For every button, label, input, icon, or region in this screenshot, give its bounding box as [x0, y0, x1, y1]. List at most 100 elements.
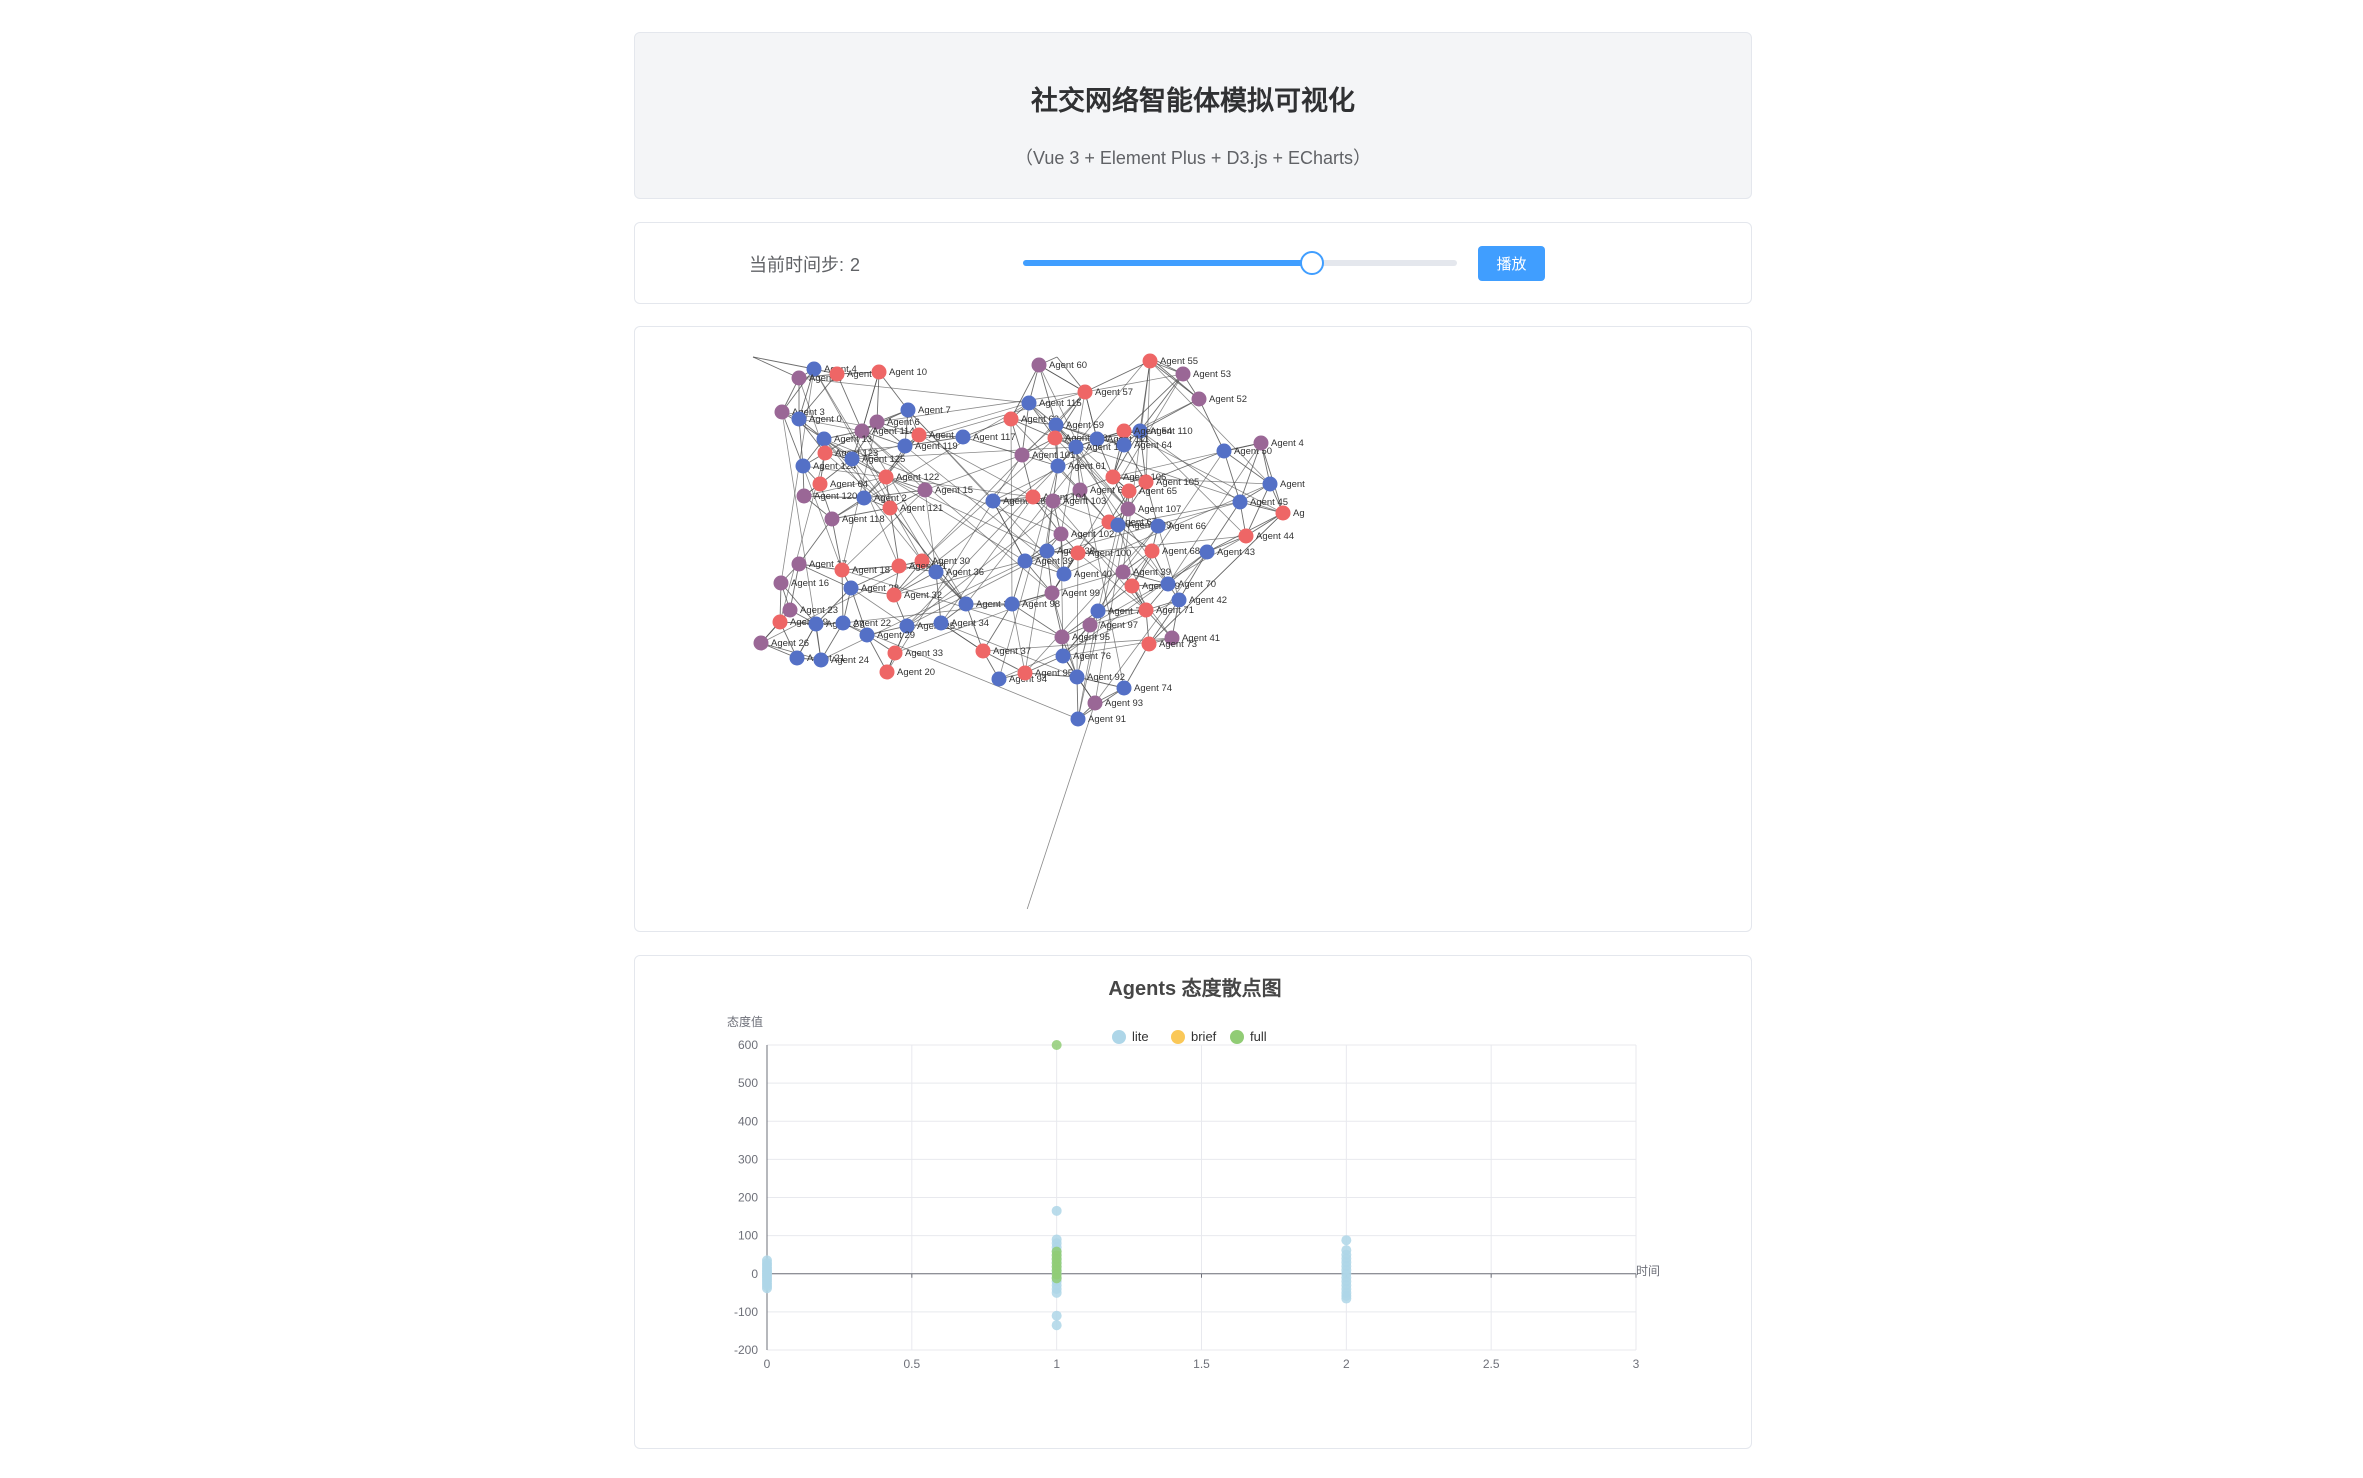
node-circle[interactable] — [900, 402, 916, 418]
network-node[interactable]: Ag — [1275, 505, 1305, 521]
node-circle[interactable] — [886, 587, 902, 603]
node-circle[interactable] — [1121, 483, 1137, 499]
node-circle[interactable] — [869, 414, 885, 430]
node-circle[interactable] — [879, 664, 895, 680]
node-circle[interactable] — [1116, 437, 1132, 453]
legend-item-brief[interactable]: brief — [1171, 1029, 1217, 1044]
node-circle[interactable] — [1110, 517, 1126, 533]
node-circle[interactable] — [1045, 493, 1061, 509]
node-circle[interactable] — [1253, 435, 1269, 451]
time-step-slider[interactable] — [1023, 251, 1457, 275]
node-circle[interactable] — [1171, 592, 1187, 608]
node-circle[interactable] — [887, 645, 903, 661]
node-circle[interactable] — [1142, 353, 1158, 369]
node-circle[interactable] — [928, 564, 944, 580]
node-circle[interactable] — [1262, 476, 1278, 492]
network-node[interactable]: Agent 91 — [1070, 711, 1127, 727]
network-node[interactable]: Agent 2 — [856, 490, 907, 506]
network-node[interactable]: Agent 114 — [854, 423, 915, 439]
node-circle[interactable] — [791, 370, 807, 386]
node-circle[interactable] — [843, 580, 859, 596]
legend-item-full[interactable]: full — [1230, 1029, 1267, 1044]
network-node[interactable]: Agent 28 — [843, 580, 900, 596]
network-node[interactable]: Agent 32 — [886, 587, 943, 603]
node-circle[interactable] — [991, 671, 1007, 687]
node-circle[interactable] — [1141, 636, 1157, 652]
network-node[interactable]: Agent 29 — [859, 627, 916, 643]
node-circle[interactable] — [891, 558, 907, 574]
network-node[interactable]: Agent 97 — [1082, 617, 1139, 633]
node-circle[interactable] — [806, 361, 822, 377]
network-node[interactable]: Agent 54 — [1116, 423, 1173, 439]
node-circle[interactable] — [791, 411, 807, 427]
node-circle[interactable] — [1014, 447, 1030, 463]
network-node[interactable]: Agent 1 — [791, 370, 842, 386]
network-node[interactable]: Agent 110 — [1132, 423, 1193, 439]
network-node[interactable]: Agent 105 — [1138, 474, 1200, 490]
network-node[interactable]: Agent 102 — [1053, 526, 1115, 542]
network-node[interactable]: Agent 13 — [816, 431, 873, 447]
network-node[interactable]: Agent 37 — [975, 643, 1032, 659]
network-node[interactable]: Agent 18 — [834, 562, 891, 578]
network-node[interactable]: Agent 101 — [1014, 447, 1076, 463]
node-circle[interactable] — [1044, 585, 1060, 601]
network-node[interactable]: Agent 33 — [887, 645, 944, 661]
node-circle[interactable] — [871, 364, 887, 380]
network-node[interactable]: Agent 124 — [795, 458, 857, 474]
network-node[interactable]: Agent 45 — [1232, 494, 1289, 510]
node-circle[interactable] — [791, 556, 807, 572]
node-circle[interactable] — [897, 438, 913, 454]
network-node[interactable]: Agent 34 — [933, 615, 990, 631]
play-button[interactable]: 播放 — [1478, 246, 1545, 281]
node-circle[interactable] — [795, 458, 811, 474]
node-circle[interactable] — [789, 650, 805, 666]
node-circle[interactable] — [753, 635, 769, 651]
node-circle[interactable] — [1048, 417, 1064, 433]
node-circle[interactable] — [844, 451, 860, 467]
node-circle[interactable] — [1216, 443, 1232, 459]
network-node[interactable]: Agent 44 — [1238, 528, 1295, 544]
node-circle[interactable] — [1050, 458, 1066, 474]
legend-marker[interactable] — [1230, 1030, 1244, 1044]
network-node[interactable]: Agent 112 — [1068, 439, 1129, 455]
node-circle[interactable] — [1082, 617, 1098, 633]
node-circle[interactable] — [817, 445, 833, 461]
node-circle[interactable] — [1017, 553, 1033, 569]
network-node[interactable]: Agent 64 — [1116, 437, 1173, 453]
node-circle[interactable] — [1116, 680, 1132, 696]
node-circle[interactable] — [1120, 501, 1136, 517]
node-circle[interactable] — [1087, 695, 1103, 711]
network-node[interactable]: Agent 66 — [1150, 518, 1207, 534]
node-circle[interactable] — [1275, 505, 1291, 521]
node-circle[interactable] — [882, 500, 898, 516]
node-circle[interactable] — [1132, 423, 1148, 439]
slider-handle[interactable] — [1300, 251, 1325, 275]
network-node[interactable]: Agent 50 — [1216, 443, 1273, 459]
network-node[interactable]: Agent 17 — [791, 556, 848, 572]
network-node[interactable]: Agent — [1262, 476, 1306, 492]
node-circle[interactable] — [1039, 543, 1055, 559]
legend-item-lite[interactable]: lite — [1112, 1029, 1149, 1044]
node-circle[interactable] — [1090, 603, 1106, 619]
node-circle[interactable] — [1004, 596, 1020, 612]
node-circle[interactable] — [1070, 545, 1086, 561]
network-node[interactable]: Agent 95 — [1017, 665, 1074, 681]
network-node[interactable]: Agent 63 — [1072, 482, 1129, 498]
node-circle[interactable] — [834, 562, 850, 578]
network-node[interactable]: Agent 53 — [1175, 366, 1232, 382]
node-circle[interactable] — [1003, 411, 1019, 427]
node-circle[interactable] — [1124, 578, 1140, 594]
node-circle[interactable] — [1054, 629, 1070, 645]
network-node[interactable]: Agent 57 — [1077, 384, 1134, 400]
network-node[interactable]: Agent 109 — [1110, 517, 1172, 533]
network-node[interactable]: Agent 23 — [782, 602, 839, 618]
node-circle[interactable] — [856, 490, 872, 506]
network-node[interactable]: Agent 35 — [958, 596, 1015, 612]
node-circle[interactable] — [1175, 366, 1191, 382]
network-node[interactable]: Agent 0 — [791, 411, 842, 427]
network-node[interactable]: Agent 39 — [1017, 553, 1074, 569]
network-node[interactable]: Agent 52 — [1191, 391, 1248, 407]
network-node[interactable]: Agent 39 — [1115, 564, 1172, 580]
node-circle[interactable] — [1069, 669, 1085, 685]
node-circle[interactable] — [1055, 648, 1071, 664]
